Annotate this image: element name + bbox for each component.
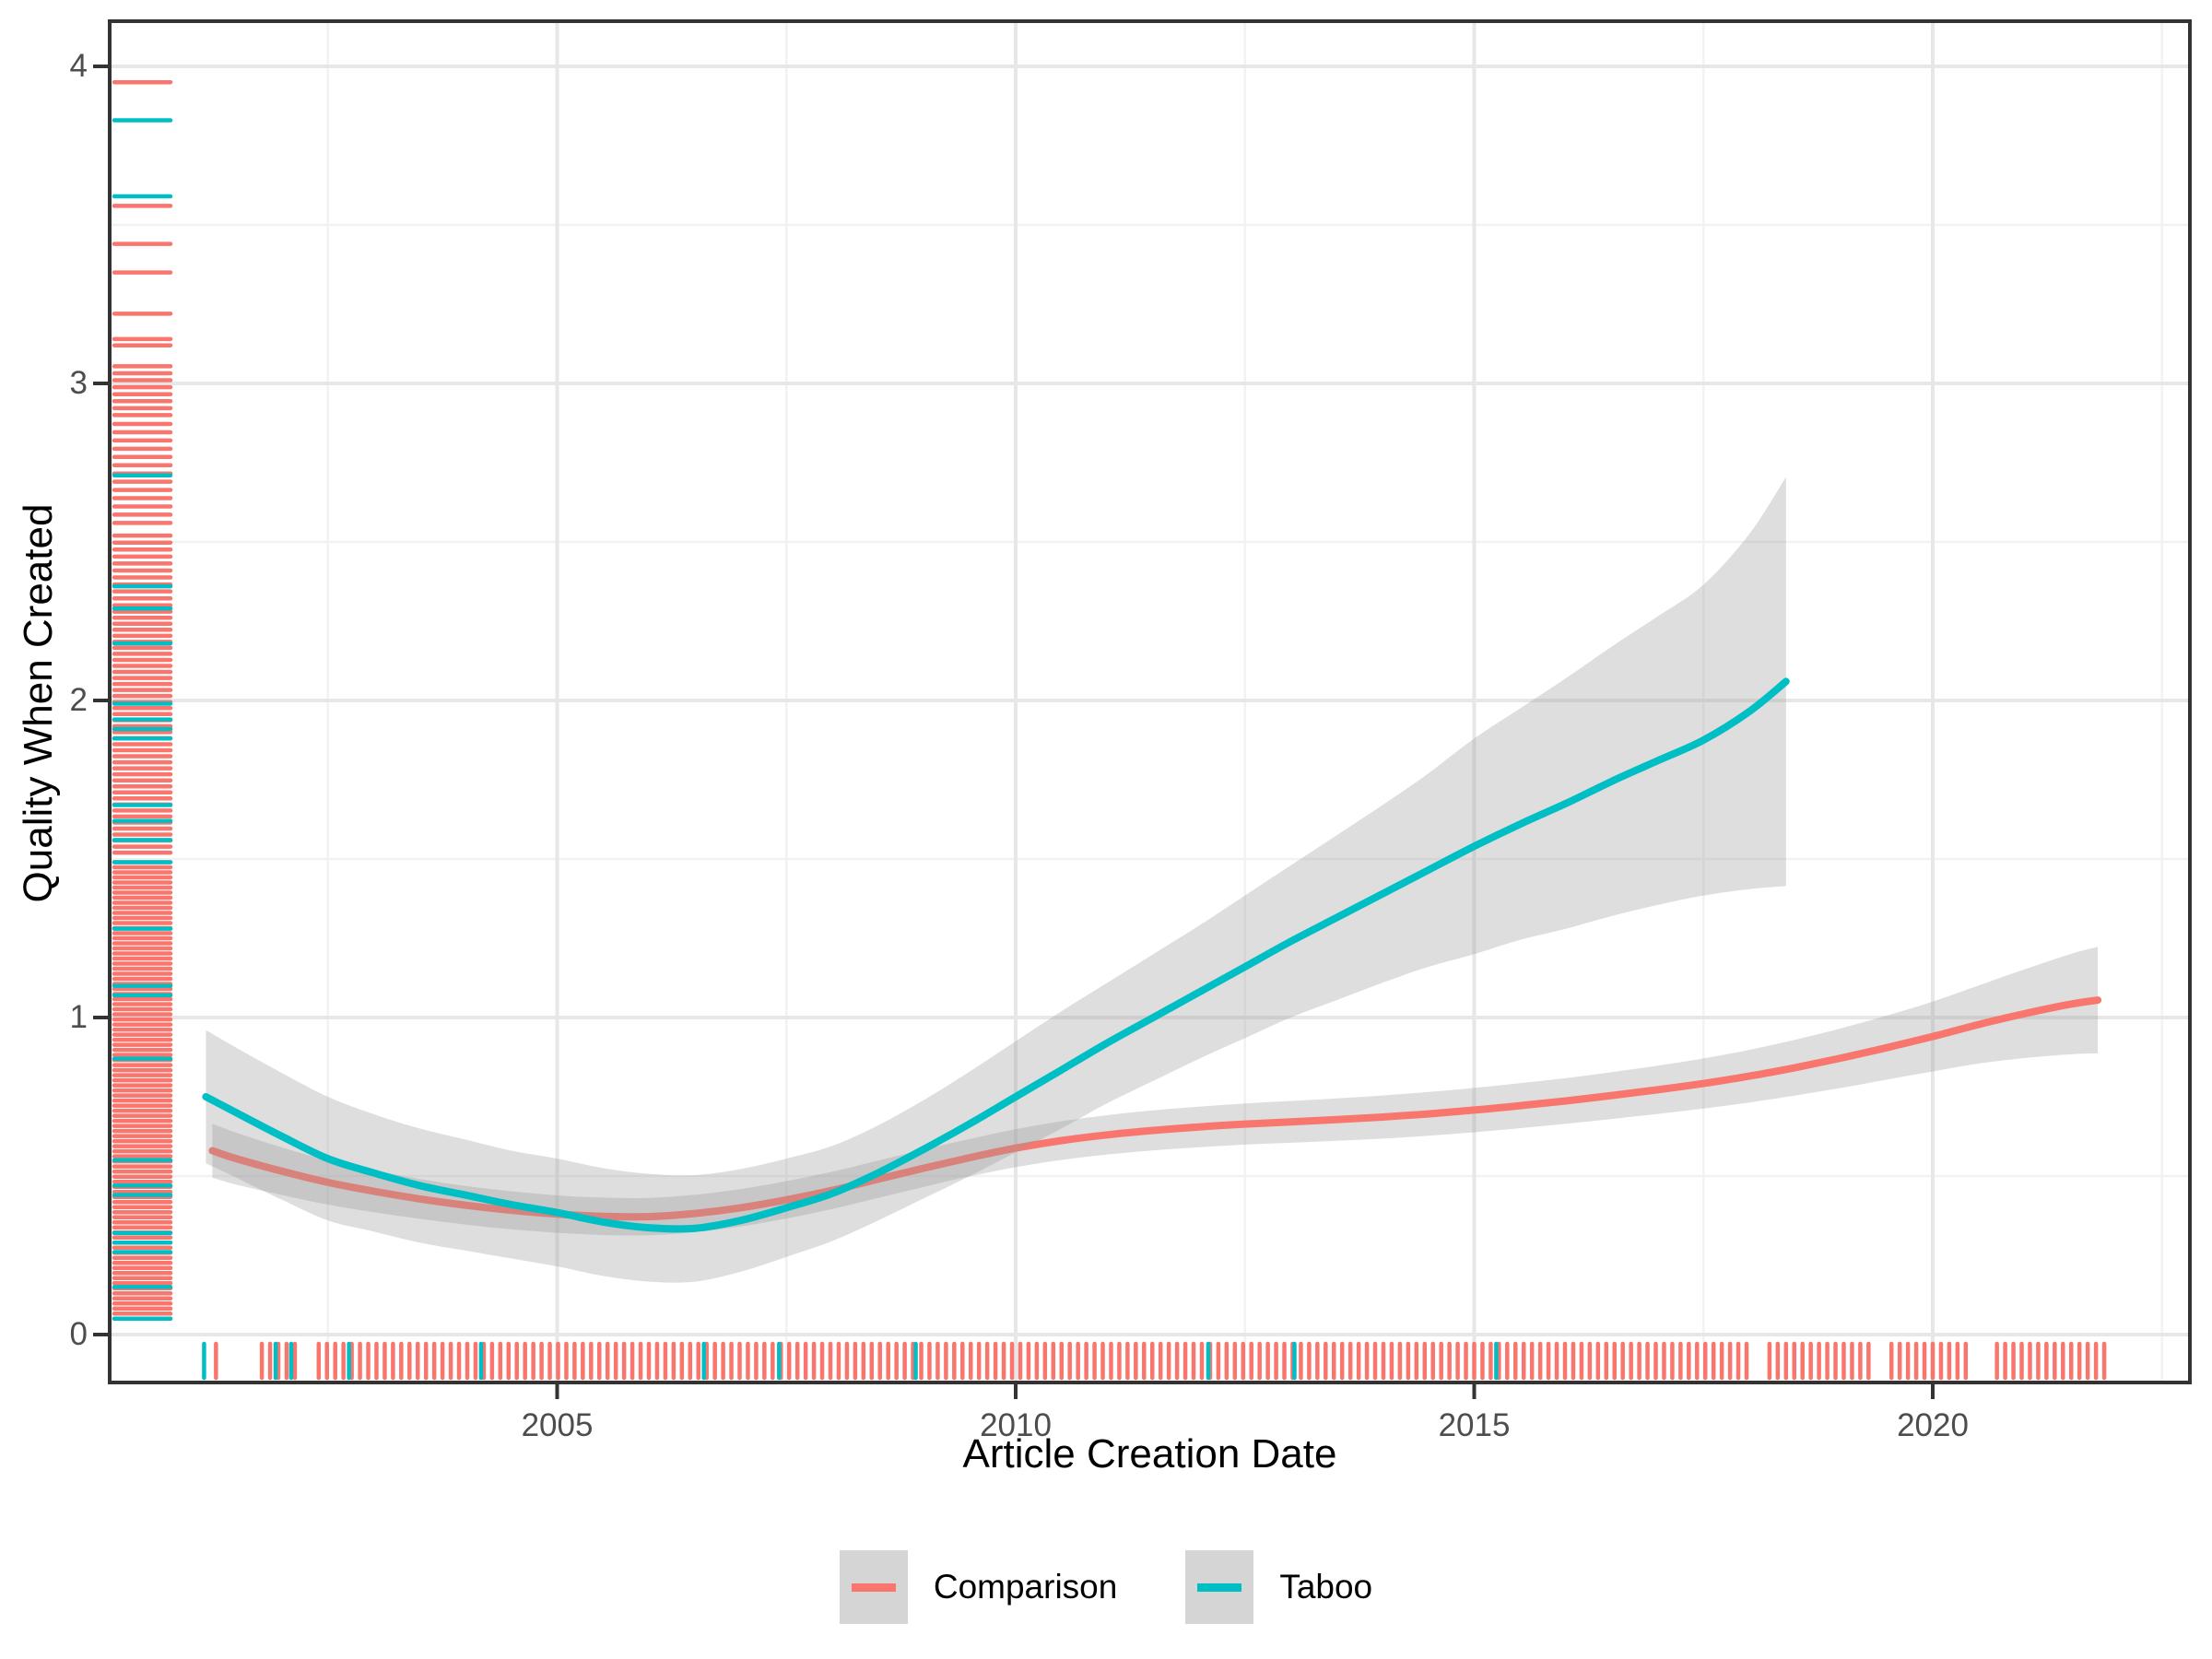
x-tick-label-2015: 2015	[1438, 1407, 1511, 1443]
x-tick-label-2010: 2010	[980, 1407, 1052, 1443]
legend: Comparison Taboo	[0, 1532, 2212, 1642]
x-tick-label-2005: 2005	[521, 1407, 594, 1443]
legend-label-comparison: Comparison	[933, 1568, 1118, 1606]
taboo-line	[202, 677, 1790, 1233]
comparison-line	[208, 996, 2102, 1221]
comparison-line-swatch	[851, 1583, 896, 1592]
taboo-line-swatch	[1197, 1583, 1242, 1592]
y-tick-label-3: 3	[69, 365, 88, 401]
x-axis-title: Article Creation Date	[962, 1431, 1337, 1477]
legend-item-taboo: Taboo	[1185, 1550, 1372, 1624]
legend-key-taboo	[1185, 1550, 1254, 1624]
legend-key-comparison	[839, 1550, 908, 1624]
axis-ticks	[93, 65, 1935, 1399]
x-tick-label-2020: 2020	[1897, 1407, 1969, 1443]
taboo-ribbon	[206, 477, 1786, 1283]
y-tick-label-2: 2	[69, 682, 88, 718]
legend-label-taboo: Taboo	[1279, 1568, 1373, 1606]
bottom-rug	[202, 1341, 2107, 1381]
legend-item-comparison: Comparison	[839, 1550, 1118, 1624]
left-rug	[112, 79, 173, 1322]
y-tick-label-4: 4	[69, 48, 88, 84]
y-tick-label-1: 1	[69, 999, 88, 1035]
y-tick-label-0: 0	[69, 1316, 88, 1352]
comparison-ribbon	[212, 947, 2099, 1236]
